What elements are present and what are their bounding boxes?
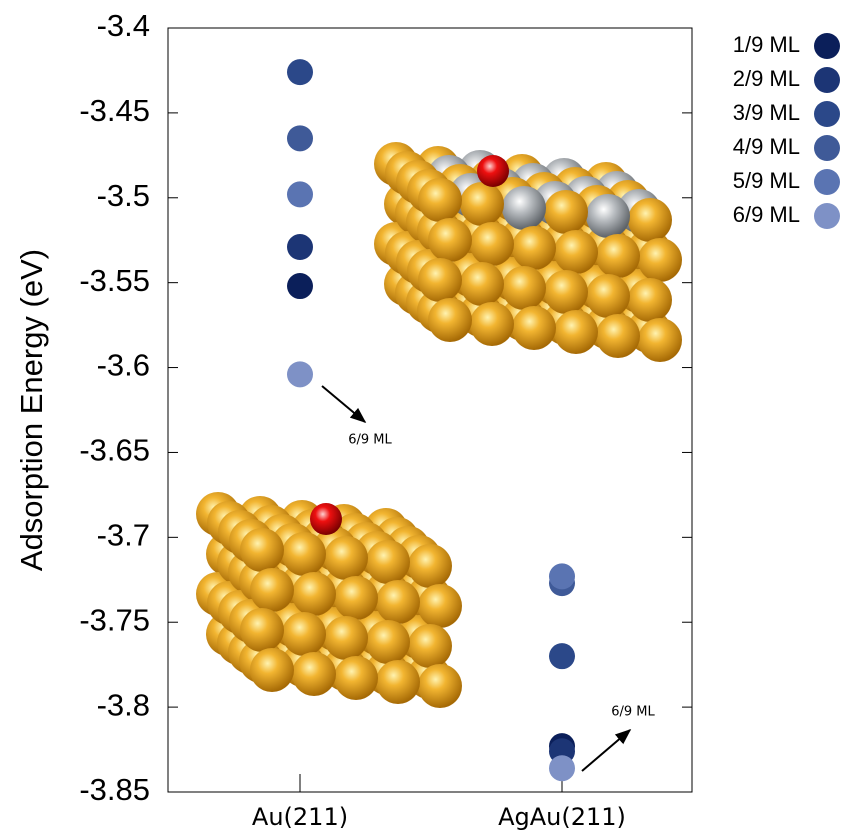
atom [544, 270, 588, 314]
y-tick-label: -3.85 [79, 772, 150, 807]
atom [628, 278, 672, 322]
atom [418, 664, 462, 708]
atom [596, 314, 640, 358]
data-point [287, 361, 313, 388]
legend-marker [814, 203, 840, 229]
atom [366, 540, 410, 584]
atom [408, 624, 452, 668]
annotation: 6/9 ML [348, 433, 392, 448]
legend-marker [814, 33, 840, 59]
annotation: 6/9 ML [611, 705, 655, 720]
atom [418, 584, 462, 628]
x-tick-label: Au(211) [252, 803, 348, 831]
atom [460, 182, 504, 226]
atom [324, 536, 368, 580]
atom [638, 238, 682, 282]
atom [428, 218, 472, 262]
adsorbate-atom [477, 155, 509, 187]
atom [470, 302, 514, 346]
atom [586, 194, 630, 238]
atom [240, 528, 284, 572]
legend-label: 1/9 ML [733, 32, 800, 57]
y-tick-label: -3.7 [97, 518, 150, 553]
atom [292, 572, 336, 616]
atom [334, 656, 378, 700]
atom [282, 532, 326, 576]
legend-label: 3/9 ML [733, 100, 800, 125]
y-tick-label: -3.65 [79, 433, 150, 468]
atom [334, 576, 378, 620]
atom [366, 620, 410, 664]
atom [418, 258, 462, 302]
data-point [287, 273, 313, 300]
atom [376, 580, 420, 624]
atom [250, 648, 294, 692]
atom [460, 262, 504, 306]
y-tick-label: -3.6 [97, 348, 150, 383]
atom [628, 198, 672, 242]
legend-marker [814, 101, 840, 127]
data-point [287, 181, 313, 208]
adsorbate-atom [310, 503, 342, 535]
atom [282, 612, 326, 656]
legend-marker [814, 135, 840, 161]
atom [324, 616, 368, 660]
atom [512, 306, 556, 350]
data-point [287, 59, 313, 86]
y-tick-label: -3.55 [79, 263, 150, 298]
legend-label: 6/9 ML [733, 202, 800, 227]
atom [240, 608, 284, 652]
data-point [549, 755, 575, 782]
atom [554, 230, 598, 274]
atom [586, 274, 630, 318]
atom-illustrations [196, 142, 682, 708]
atom [250, 568, 294, 612]
data-point [549, 643, 575, 670]
annotation-arrow [321, 385, 367, 424]
legend-marker [814, 169, 840, 195]
atom [502, 266, 546, 310]
annotation-arrow [581, 728, 632, 772]
y-tick-label: -3.8 [97, 687, 150, 722]
legend-label: 2/9 ML [733, 66, 800, 91]
atom [292, 652, 336, 696]
legend-marker [814, 67, 840, 93]
data-point [287, 234, 313, 261]
atom [408, 544, 452, 588]
legend-label: 5/9 ML [733, 168, 800, 193]
atom [470, 222, 514, 266]
atom [512, 226, 556, 270]
atom [554, 310, 598, 354]
x-tick-label: AgAu(211) [498, 803, 626, 831]
plot-frame [167, 27, 693, 793]
data-point [287, 125, 313, 152]
y-tick-label: -3.4 [97, 8, 150, 43]
atom [638, 318, 682, 362]
atom [544, 190, 588, 234]
y-tick-label: -3.5 [97, 178, 150, 213]
atom [596, 234, 640, 278]
y-axis-label: Adsorption Energy (eV) [14, 249, 49, 571]
atom [428, 298, 472, 342]
atom [502, 186, 546, 230]
atom [418, 178, 462, 222]
legend-label: 4/9 ML [733, 134, 800, 159]
data-point [549, 563, 575, 590]
atom [376, 660, 420, 704]
y-tick-label: -3.45 [79, 93, 150, 128]
y-tick-label: -3.75 [79, 602, 150, 637]
